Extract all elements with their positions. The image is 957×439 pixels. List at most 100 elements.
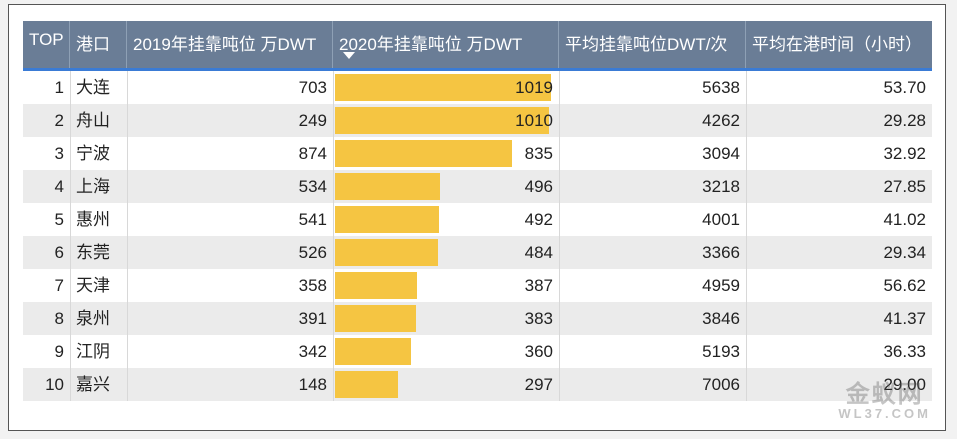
cell-port: 东莞 [76,243,110,262]
cell-avg-time: 29.34 [883,243,926,262]
header-2020-tonnage[interactable]: 2020年挂靠吨位 万DWT [333,21,559,68]
cell-2020: 387 [524,276,553,295]
cell-port: 泉州 [76,309,110,328]
cell-2020: 492 [524,210,553,229]
cell-rank: 1 [54,78,64,97]
cell-port: 宁波 [76,144,110,163]
column-divider [333,203,334,236]
column-divider [333,104,334,137]
column-divider [746,104,747,137]
column-divider [70,71,71,104]
table-body: 1 大连 703 1019 5638 53.70 2 舟山 249 1010 4262 29.28 3 宁… [23,71,932,401]
column-divider [127,236,128,269]
cell-port: 天津 [76,276,110,295]
header-avg-dwt[interactable]: 平均挂靠吨位DWT/次 [559,21,746,68]
table-header: TOP 港口 2019年挂靠吨位 万DWT 2020年挂靠吨位 万DWT 平均挂… [23,21,932,71]
cell-port: 惠州 [76,210,110,229]
cell-avg-dwt: 5638 [702,78,740,97]
column-divider [127,137,128,170]
column-divider [70,236,71,269]
column-divider [559,203,560,236]
cell-rank: 9 [54,342,64,361]
tonnage-2020-bar [335,107,549,134]
column-divider [559,302,560,335]
column-divider [333,236,334,269]
column-divider [333,302,334,335]
header-port[interactable]: 港口 [70,21,127,68]
column-divider [70,203,71,236]
column-divider [559,368,560,401]
cell-rank: 10 [45,375,64,394]
cell-2020: 383 [524,309,553,328]
column-divider [746,368,747,401]
cell-2019: 358 [298,276,327,295]
cell-2020: 496 [524,177,553,196]
column-divider [333,137,334,170]
header-2019-tonnage[interactable]: 2019年挂靠吨位 万DWT [127,21,333,68]
column-divider [333,368,334,401]
column-divider [70,335,71,368]
tonnage-2020-bar [335,74,551,101]
cell-2019: 342 [298,342,327,361]
cell-2019: 874 [298,144,327,163]
column-divider [70,137,71,170]
cell-avg-dwt: 3366 [702,243,740,262]
cell-rank: 7 [54,276,64,295]
table-row: 8 泉州 391 383 3846 41.37 [23,302,932,335]
table-row: 9 江阴 342 360 5193 36.33 [23,335,932,368]
column-divider [127,170,128,203]
cell-2020: 1019 [515,78,553,97]
column-divider [746,335,747,368]
cell-rank: 4 [54,177,64,196]
cell-rank: 8 [54,309,64,328]
cell-avg-time: 29.28 [883,111,926,130]
table-visual-frame: TOP 港口 2019年挂靠吨位 万DWT 2020年挂靠吨位 万DWT 平均挂… [8,4,946,431]
cell-port: 上海 [76,177,110,196]
tonnage-2020-bar [335,239,438,266]
column-divider [127,368,128,401]
column-divider [70,170,71,203]
header-2020-label: 2020年挂靠吨位 万DWT [339,35,523,54]
tonnage-2020-bar [335,371,398,398]
column-divider [559,269,560,302]
tonnage-2020-bar [335,140,512,167]
cell-avg-dwt: 3218 [702,177,740,196]
header-avg-time[interactable]: 平均在港时间（小时） [752,35,922,54]
cell-2019: 534 [298,177,327,196]
column-divider [333,269,334,302]
cell-avg-time: 41.02 [883,210,926,229]
cell-avg-time: 56.62 [883,276,926,295]
column-divider [127,71,128,104]
table-row: 7 天津 358 387 4959 56.62 [23,269,932,302]
cell-port: 嘉兴 [76,375,110,394]
table-row: 1 大连 703 1019 5638 53.70 [23,71,932,104]
table-row: 4 上海 534 496 3218 27.85 [23,170,932,203]
cell-port: 舟山 [76,111,110,130]
cell-2019: 541 [298,210,327,229]
cell-avg-time: 53.70 [883,78,926,97]
cell-2020: 360 [524,342,553,361]
column-divider [559,236,560,269]
column-divider [559,335,560,368]
tonnage-2020-bar [335,338,411,365]
cell-avg-dwt: 4262 [702,111,740,130]
cell-avg-dwt: 7006 [702,375,740,394]
cell-port: 江阴 [76,342,110,361]
column-divider [70,104,71,137]
cell-2020: 297 [524,375,553,394]
table-row: 6 东莞 526 484 3366 29.34 [23,236,932,269]
column-divider [333,71,334,104]
column-divider [746,137,747,170]
cell-avg-dwt: 5193 [702,342,740,361]
cell-avg-time: 36.33 [883,342,926,361]
cell-rank: 3 [54,144,64,163]
header-rank[interactable]: TOP [23,21,70,68]
cell-rank: 5 [54,210,64,229]
tonnage-2020-bar [335,206,439,233]
column-divider [746,302,747,335]
column-divider [746,170,747,203]
tonnage-2020-bar [335,305,416,332]
sort-down-icon[interactable] [343,52,355,59]
column-divider [746,203,747,236]
cell-2019: 391 [298,309,327,328]
